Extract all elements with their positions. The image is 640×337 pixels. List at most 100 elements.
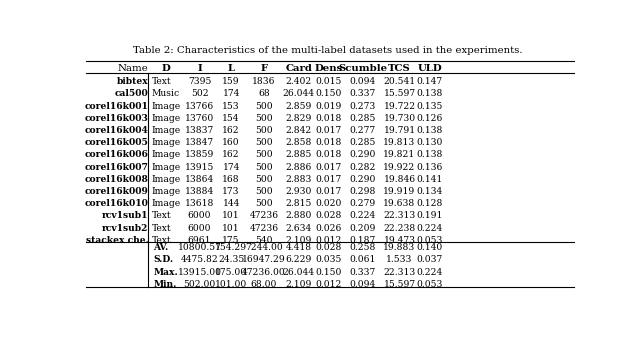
Text: Image: Image — [152, 199, 181, 208]
Text: 174: 174 — [222, 90, 240, 98]
Text: 6000: 6000 — [188, 211, 211, 220]
Text: corel16k008: corel16k008 — [84, 175, 148, 184]
Text: 0.147: 0.147 — [417, 77, 443, 86]
Text: 101: 101 — [222, 224, 240, 233]
Text: 15.597: 15.597 — [383, 90, 415, 98]
Text: 0.017: 0.017 — [316, 126, 342, 135]
Text: 2.109: 2.109 — [285, 236, 312, 245]
Text: 22.238: 22.238 — [383, 224, 415, 233]
Text: 13847: 13847 — [185, 138, 214, 147]
Text: 0.209: 0.209 — [349, 224, 376, 233]
Text: 162: 162 — [222, 126, 240, 135]
Text: 500: 500 — [255, 163, 273, 172]
Text: corel16k010: corel16k010 — [84, 199, 148, 208]
Text: 0.290: 0.290 — [349, 150, 376, 159]
Text: 7244.00: 7244.00 — [245, 243, 283, 252]
Text: 0.130: 0.130 — [417, 138, 443, 147]
Text: 175: 175 — [222, 236, 240, 245]
Text: 540: 540 — [255, 236, 273, 245]
Text: 174: 174 — [222, 163, 240, 172]
Text: 502.00: 502.00 — [184, 280, 216, 289]
Text: 0.282: 0.282 — [349, 163, 376, 172]
Text: 13859: 13859 — [185, 150, 214, 159]
Text: F: F — [260, 64, 268, 73]
Text: corel16k003: corel16k003 — [84, 114, 148, 123]
Text: 0.224: 0.224 — [417, 224, 443, 233]
Text: 0.094: 0.094 — [349, 280, 376, 289]
Text: Text: Text — [152, 211, 172, 220]
Text: 0.020: 0.020 — [316, 199, 342, 208]
Text: 0.138: 0.138 — [417, 90, 443, 98]
Text: 19.846: 19.846 — [383, 175, 415, 184]
Text: 0.018: 0.018 — [316, 150, 342, 159]
Text: Music: Music — [152, 90, 180, 98]
Text: 19.922: 19.922 — [383, 163, 415, 172]
Text: 2.634: 2.634 — [285, 224, 312, 233]
Text: 101.00: 101.00 — [215, 280, 247, 289]
Text: 0.285: 0.285 — [349, 138, 376, 147]
Text: 22.313: 22.313 — [383, 268, 415, 277]
Text: 0.037: 0.037 — [417, 255, 443, 265]
Text: 162: 162 — [222, 150, 240, 159]
Text: I: I — [197, 64, 202, 73]
Text: Image: Image — [152, 175, 181, 184]
Text: 2.842: 2.842 — [285, 126, 312, 135]
Text: 0.285: 0.285 — [349, 114, 376, 123]
Text: 4.418: 4.418 — [285, 243, 312, 252]
Text: 0.017: 0.017 — [316, 175, 342, 184]
Text: 168: 168 — [222, 175, 240, 184]
Text: 500: 500 — [255, 114, 273, 123]
Text: 0.337: 0.337 — [349, 268, 376, 277]
Text: 173: 173 — [222, 187, 240, 196]
Text: 68.00: 68.00 — [251, 280, 277, 289]
Text: 2.930: 2.930 — [285, 187, 312, 196]
Text: 19.638: 19.638 — [383, 199, 415, 208]
Text: 500: 500 — [255, 175, 273, 184]
Text: 0.290: 0.290 — [349, 175, 376, 184]
Text: Text: Text — [152, 236, 172, 245]
Text: 0.150: 0.150 — [316, 90, 342, 98]
Text: ULD: ULD — [418, 64, 442, 73]
Text: 19.919: 19.919 — [383, 187, 415, 196]
Text: 0.224: 0.224 — [349, 211, 376, 220]
Text: Scumble: Scumble — [338, 64, 387, 73]
Text: 0.138: 0.138 — [417, 126, 443, 135]
Text: 2.402: 2.402 — [285, 77, 312, 86]
Text: D: D — [162, 64, 170, 73]
Text: 6.229: 6.229 — [285, 255, 312, 265]
Text: 2.880: 2.880 — [285, 211, 312, 220]
Text: 144: 144 — [222, 199, 240, 208]
Text: 13837: 13837 — [185, 126, 214, 135]
Text: 500: 500 — [255, 199, 273, 208]
Text: 154: 154 — [222, 114, 240, 123]
Text: 2.859: 2.859 — [285, 102, 312, 111]
Text: TCS: TCS — [388, 64, 411, 73]
Text: 19.813: 19.813 — [383, 138, 415, 147]
Text: 0.053: 0.053 — [417, 280, 443, 289]
Text: 159: 159 — [222, 77, 240, 86]
Text: 500: 500 — [255, 126, 273, 135]
Text: 47236.00: 47236.00 — [242, 268, 286, 277]
Text: 0.224: 0.224 — [417, 268, 443, 277]
Text: 2.829: 2.829 — [285, 114, 312, 123]
Text: 6961: 6961 — [188, 236, 211, 245]
Text: Image: Image — [152, 150, 181, 159]
Text: Card: Card — [285, 64, 312, 73]
Text: 6000: 6000 — [188, 224, 211, 233]
Text: 24.35: 24.35 — [218, 255, 244, 265]
Text: 0.017: 0.017 — [316, 163, 342, 172]
Text: 500: 500 — [255, 102, 273, 111]
Text: 0.134: 0.134 — [417, 187, 443, 196]
Text: 47236: 47236 — [250, 211, 278, 220]
Text: rcv1sub1: rcv1sub1 — [102, 211, 148, 220]
Text: 500: 500 — [255, 138, 273, 147]
Text: 13915: 13915 — [185, 163, 214, 172]
Text: 0.141: 0.141 — [417, 175, 443, 184]
Text: 4475.82: 4475.82 — [180, 255, 218, 265]
Text: 0.012: 0.012 — [316, 280, 342, 289]
Text: 2.886: 2.886 — [285, 163, 312, 172]
Text: 13884: 13884 — [185, 187, 214, 196]
Text: corel16k001: corel16k001 — [84, 102, 148, 111]
Text: 13915.00: 13915.00 — [177, 268, 221, 277]
Text: 0.337: 0.337 — [349, 90, 376, 98]
